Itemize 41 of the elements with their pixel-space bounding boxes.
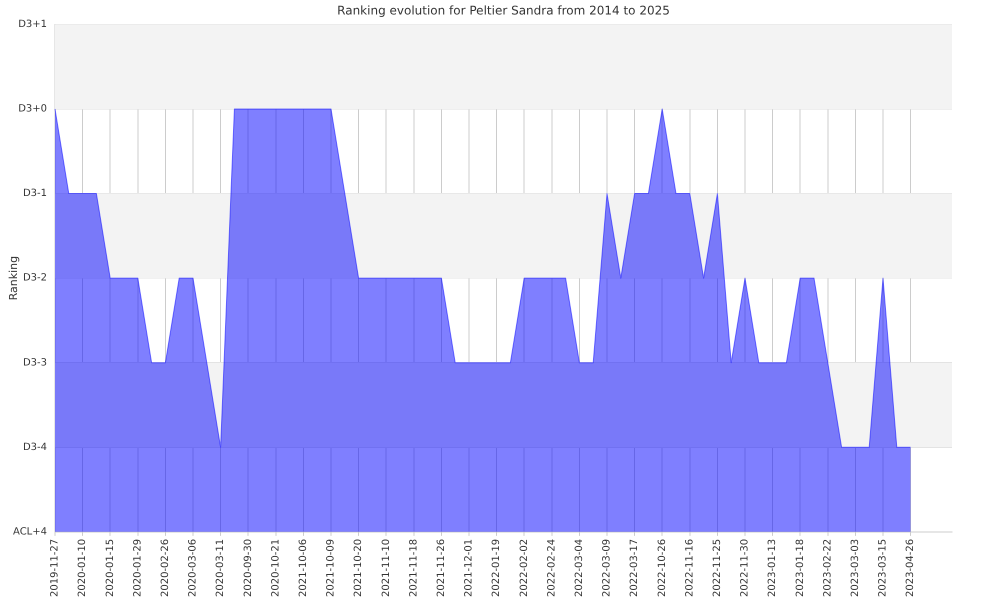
x-tick-label: 2021-10-20 — [353, 538, 364, 598]
text: D3+1 — [18, 18, 47, 30]
x-tick-label: 2020-03-11 — [215, 538, 226, 598]
x-tick-label: 2020-01-10 — [77, 538, 88, 598]
x-tick-label: 2020-02-26 — [160, 538, 171, 598]
x-tick-label: 2020-03-06 — [188, 538, 199, 598]
x-tick-label: 2022-03-09 — [602, 538, 613, 598]
x-tick-label: 2021-11-18 — [408, 538, 420, 598]
x-tick-label: 2023-04-26 — [905, 538, 916, 598]
x-tick-label: 2022-11-16 — [684, 538, 696, 598]
x-tick-label: 2021-11-10 — [380, 538, 392, 598]
text: D3-4 — [22, 442, 47, 453]
x-tick-label: 2022-11-30 — [740, 538, 751, 598]
x-tick-label: 2022-02-24 — [546, 538, 558, 598]
x-tick-label: 2022-01-19 — [491, 538, 502, 598]
x-tick-label: 2021-11-26 — [436, 538, 447, 598]
text: D3-1 — [22, 188, 47, 200]
x-tick-label: 2022-03-04 — [574, 538, 585, 598]
text: D3+0 — [18, 104, 47, 115]
text: D3-3 — [22, 357, 47, 368]
x-tick-label: 2022-10-26 — [656, 538, 668, 598]
x-tick-label: 2020-01-15 — [104, 538, 116, 598]
x-tick-label: 2021-10-09 — [326, 538, 337, 598]
chart-title: Ranking evolution for Peltier Sandra from 2014 to 2025 — [337, 3, 670, 18]
x-tick-label: 2020-01-29 — [132, 538, 144, 598]
x-tick-label: 2022-03-17 — [629, 538, 640, 598]
x-tick-label: 2023-02-22 — [822, 538, 834, 598]
x-tick-label: 2023-01-13 — [767, 538, 778, 598]
x-tick-label: 2019-11-27 — [50, 538, 61, 598]
x-tick-label: 2020-09-30 — [242, 538, 254, 598]
x-tick-label: 2022-02-02 — [518, 538, 530, 598]
x-tick-label: 2021-12-01 — [464, 538, 475, 598]
x-tick-label: 2021-10-06 — [298, 538, 309, 598]
x-tick-label: 2023-01-18 — [794, 538, 806, 598]
x-tick-label: 2020-10-21 — [270, 538, 282, 598]
x-tick-label: 2023-03-15 — [878, 538, 889, 598]
y-axis-title: Ranking — [6, 256, 20, 300]
text: D3-2 — [22, 272, 47, 284]
x-tick-label: 2023-03-03 — [850, 538, 861, 598]
x-tick-label: 2022-11-25 — [712, 538, 723, 598]
text: ACL+4 — [13, 526, 47, 538]
